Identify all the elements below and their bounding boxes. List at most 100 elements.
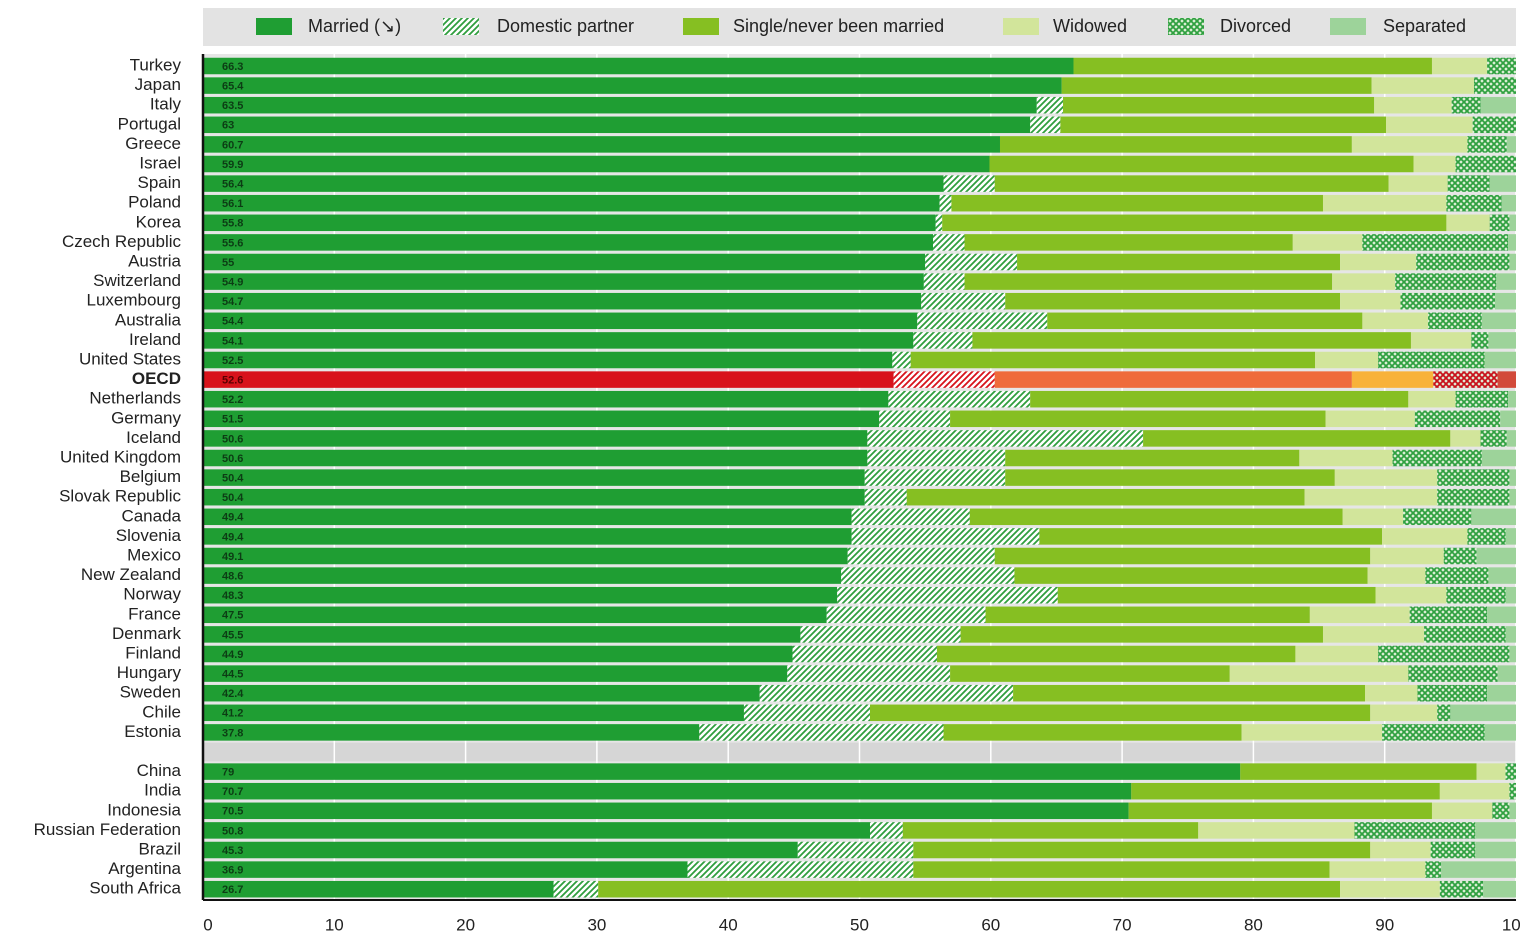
y-tick-label: India [144,781,181,800]
y-tick-label: Indonesia [107,800,181,819]
bar-segment [203,508,852,526]
y-tick-label: Luxembourg [86,291,181,310]
bar-segment [1329,861,1426,878]
data-label: 47.5 [222,610,243,622]
bar-segment [1509,645,1516,663]
bar-segment [203,449,868,467]
bar-segment [1229,665,1409,682]
y-tick-label: United Kingdom [60,447,181,466]
bar-segment [1506,430,1516,447]
bar-segment [1309,606,1410,624]
bar-segment [1416,253,1510,271]
data-label: 54.9 [222,277,243,289]
bar-segment [203,782,1132,800]
bar-segment [1030,116,1061,134]
bar-segment [939,194,952,212]
bar-segment [203,684,760,702]
data-label: 36.9 [222,865,243,877]
y-tick-label: Denmark [112,624,181,643]
bar-segment [1450,704,1516,722]
legend-swatch [1003,18,1039,35]
bar-segment [913,861,1330,878]
data-label: 50.4 [222,473,244,485]
bar-segment [1473,77,1516,94]
bar-segment [1340,253,1417,271]
bar-segment [1509,782,1516,800]
y-tick-label: Czech Republic [62,232,182,251]
data-label: 54.1 [222,335,243,347]
data-label: 54.4 [222,316,244,328]
bar-segment [203,802,1129,820]
bar-segment [1480,430,1507,447]
y-tick-label: Netherlands [89,389,181,408]
bar-segment [203,586,838,604]
data-label: 48.6 [222,571,243,583]
bar-segment [203,880,554,898]
bar-segment [1036,96,1064,114]
bar-segment [951,194,1323,212]
legend-swatch [256,18,292,35]
bar-segment [203,194,940,212]
bar-segment [847,547,995,565]
bar-segment [1492,802,1510,820]
bar-segment [1484,724,1516,741]
bar-segment [906,488,1305,506]
bar-segment [1494,292,1516,310]
bar-segment [203,704,744,722]
legend-swatch [683,18,719,35]
bar-segment [1455,155,1516,173]
bar-segment [1472,116,1516,134]
bar-segment [1370,547,1444,565]
y-tick-label: Portugal [118,114,181,133]
y-tick-label: Finland [125,643,181,662]
bar-segment [1039,528,1383,545]
bar-segment [892,351,911,369]
bar-segment [203,77,1062,94]
data-label: 50.8 [222,825,243,837]
y-tick-label: France [128,604,181,623]
y-tick-label: Russian Federation [34,820,181,839]
bar-segment [1362,234,1509,251]
bar-segment [1441,861,1516,878]
bar-segment [1487,57,1516,75]
bar-segment [203,214,936,232]
bar-segment [1446,194,1502,212]
bar-segment [921,292,1006,310]
x-tick-label: 100 [1502,915,1520,934]
bar-segment [969,508,1343,526]
bar-segment [864,488,907,506]
bar-segment [950,410,1326,428]
data-label: 56.1 [222,198,243,210]
bar-segment [1322,194,1447,212]
y-tick-label: Japan [135,75,181,94]
bar-segment [1005,469,1335,486]
x-tick-label: 20 [456,915,475,934]
x-tick-label: 30 [587,915,606,934]
bar-segment [1198,822,1355,839]
bar-segment [1409,606,1488,624]
bar-segment [1500,410,1516,428]
bar-segment [1322,626,1425,643]
bar-segment [1371,77,1474,94]
bar-segment [1386,116,1473,134]
bar-segment [1428,312,1482,330]
bar-segment [598,880,1341,898]
x-tick-label: 90 [1375,915,1394,934]
data-label: 63 [222,120,234,132]
y-tick-label: New Zealand [81,565,181,584]
bar-segment [1143,430,1451,447]
bar-segment [994,547,1371,565]
bar-segment [203,665,788,682]
bar-segment [1455,390,1509,408]
data-label: 66.3 [222,61,243,73]
bar-segment [950,665,1230,682]
bar-segment [989,155,1414,173]
data-label: 49.4 [222,512,244,524]
bar-segment [203,390,889,408]
data-label: 37.8 [222,727,243,739]
bar-segment [1484,351,1516,369]
bar-segment [1451,96,1481,114]
bar-segment [203,234,934,251]
bar-segment [203,332,914,349]
